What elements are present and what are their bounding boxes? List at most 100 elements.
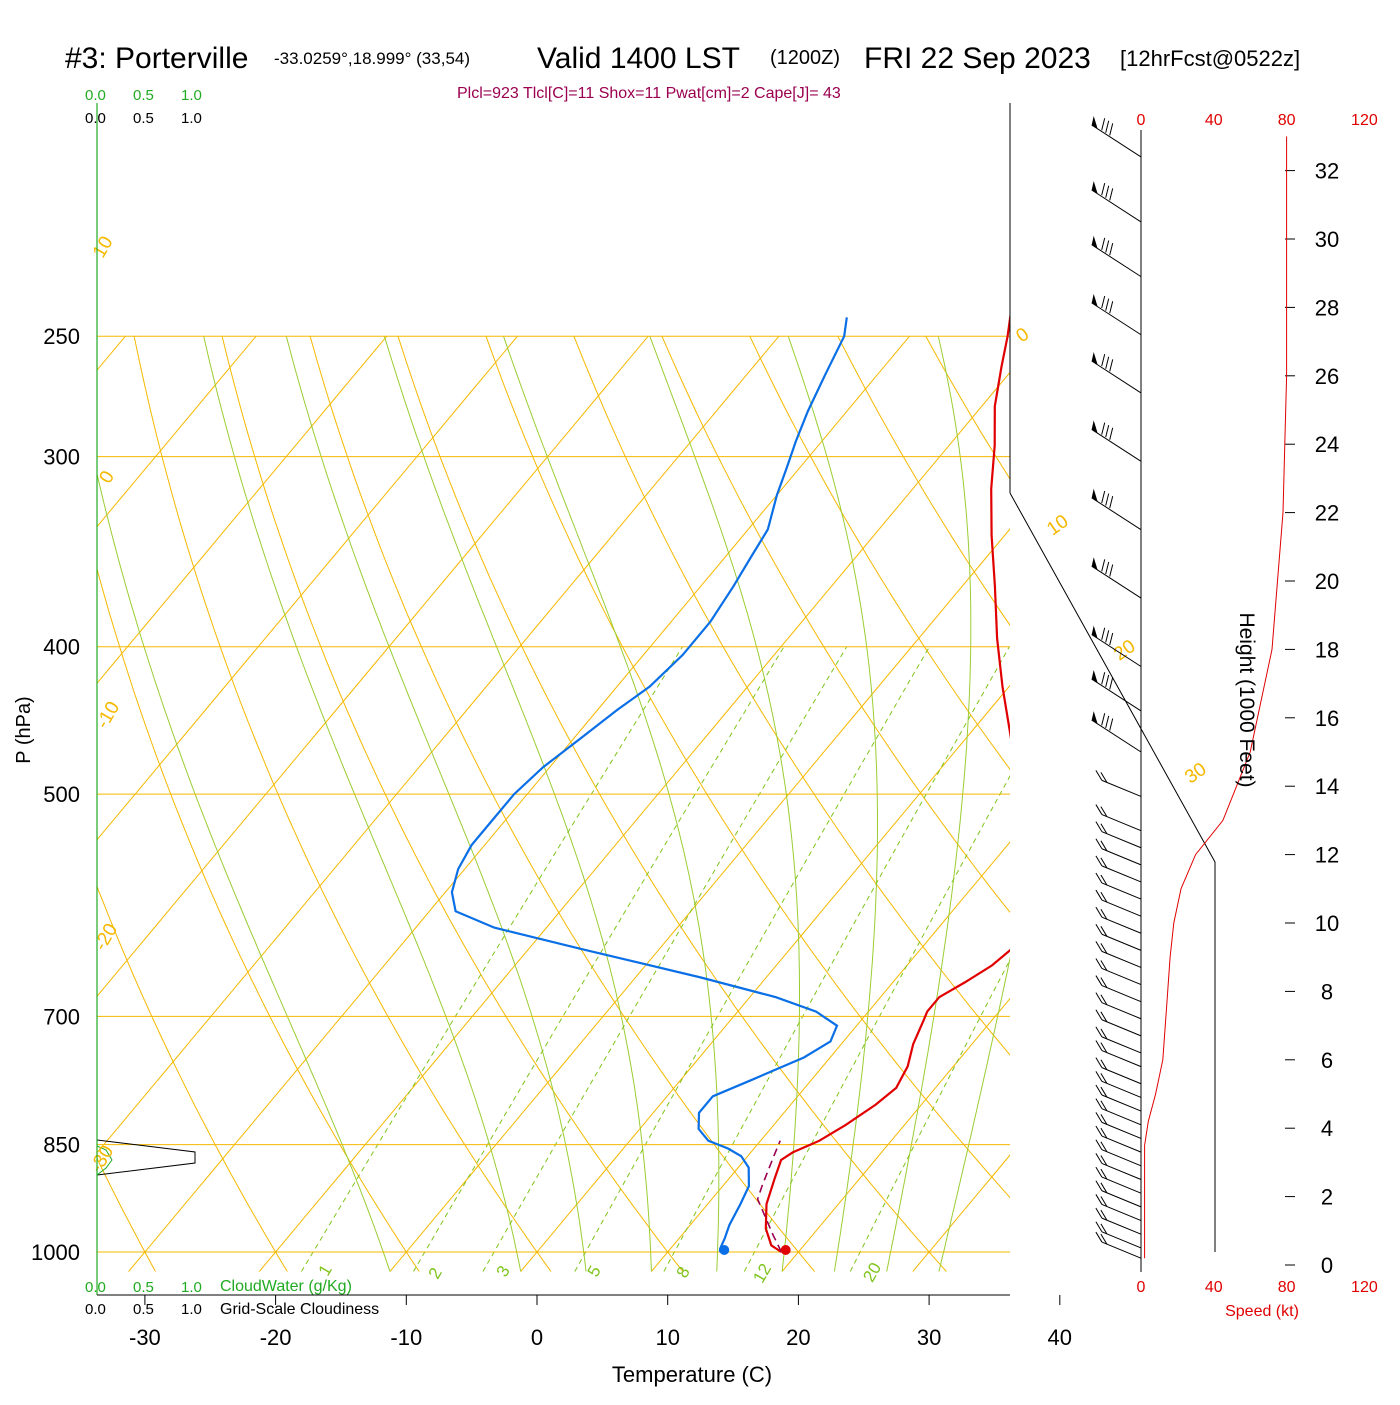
barb-staff bbox=[1102, 815, 1141, 831]
height-tick-label: 6 bbox=[1321, 1048, 1333, 1073]
wind-barb bbox=[1096, 1126, 1141, 1152]
height-tick-label: 2 bbox=[1321, 1185, 1333, 1210]
isobar-lines bbox=[97, 336, 1215, 1252]
barb-feather bbox=[1096, 1112, 1102, 1122]
barb-staff bbox=[1092, 720, 1141, 752]
isotherm-line bbox=[1044, 336, 1400, 1271]
x-tick-label: 10 bbox=[655, 1325, 679, 1350]
isotherm-label: 10 bbox=[89, 233, 118, 262]
cloudiness-tick: 1.0 bbox=[181, 1301, 202, 1318]
wind-barb bbox=[1096, 1027, 1141, 1053]
wind-barb bbox=[1096, 1140, 1141, 1166]
height-tick-label: 20 bbox=[1315, 569, 1339, 594]
barb-staff bbox=[1102, 866, 1141, 882]
x-tick-label: -30 bbox=[129, 1325, 161, 1350]
barb-feather bbox=[1110, 677, 1113, 689]
barb-feather bbox=[1102, 354, 1105, 366]
barb-feather bbox=[1096, 1222, 1102, 1232]
speed-axis-label: Speed (kt) bbox=[1225, 1303, 1299, 1320]
barb-staff bbox=[1102, 849, 1141, 865]
height-tick-label: 16 bbox=[1315, 706, 1339, 731]
wind-barb bbox=[1092, 181, 1141, 222]
barb-feather bbox=[1110, 123, 1113, 135]
barb-feather bbox=[1096, 1085, 1102, 1095]
barb-feather bbox=[1096, 873, 1102, 883]
barb-feather bbox=[1096, 958, 1102, 968]
moist-adiabat-line bbox=[69, 336, 390, 1271]
valid-zulu: (1200Z) bbox=[770, 47, 840, 69]
x-tick-label: 0 bbox=[531, 1325, 543, 1350]
isotherm-label: -20 bbox=[90, 920, 122, 954]
speed-tick-label-bottom: 80 bbox=[1278, 1279, 1296, 1296]
speed-tick-label-top: 0 bbox=[1137, 112, 1146, 129]
wind-barb bbox=[1096, 1153, 1141, 1179]
barb-staff bbox=[1092, 566, 1141, 598]
height-tick-label: 18 bbox=[1315, 637, 1339, 662]
barb-feather bbox=[1102, 713, 1105, 725]
dry-adiabat-line bbox=[750, 336, 1400, 1271]
station-title: #3: Porterville bbox=[65, 42, 248, 75]
height-tick-label: 26 bbox=[1315, 364, 1339, 389]
cloudwater-tick: 0.5 bbox=[133, 1279, 154, 1296]
height-tick-label: 10 bbox=[1315, 911, 1339, 936]
dry-adiabat-line bbox=[486, 336, 1078, 1271]
height-tick-label: 22 bbox=[1315, 501, 1339, 526]
barb-staff bbox=[1102, 1051, 1141, 1067]
barb-feather bbox=[1096, 1071, 1102, 1081]
barb-feather bbox=[1096, 993, 1102, 1003]
barb-feather bbox=[1096, 1126, 1102, 1136]
isotherm-line bbox=[259, 336, 1040, 1271]
barb-feather bbox=[1106, 299, 1109, 311]
mixing-ratio-label: 20 bbox=[859, 1259, 885, 1285]
barb-feather bbox=[1102, 628, 1105, 640]
barb-staff bbox=[1092, 190, 1141, 222]
wind-barb bbox=[1092, 116, 1141, 157]
barb-feather bbox=[1106, 357, 1109, 369]
barb-staff bbox=[1102, 883, 1141, 899]
barb-staff bbox=[1102, 832, 1141, 848]
barb-feather bbox=[1096, 890, 1102, 900]
wind-barb bbox=[1096, 1112, 1141, 1138]
dry-adiabat-line bbox=[398, 336, 946, 1271]
dry-adiabat-line bbox=[1366, 336, 1400, 1271]
cloudiness-label: Grid-Scale Cloudiness bbox=[220, 1301, 379, 1318]
speed-profile-line bbox=[1145, 136, 1287, 1258]
barb-feather bbox=[1096, 976, 1102, 986]
wind-barbs bbox=[1092, 116, 1141, 1258]
mixing-ratio-label: 8 bbox=[673, 1263, 694, 1281]
isotherm-label: 30 bbox=[1181, 759, 1210, 788]
height-tick-label: 24 bbox=[1315, 432, 1339, 457]
barb-feather bbox=[1102, 491, 1105, 503]
height-axis-label: Height (1000 Feet) bbox=[1235, 612, 1258, 787]
wind-barb bbox=[1092, 420, 1141, 461]
isotherm-label: 20 bbox=[1110, 636, 1139, 665]
barb-staff bbox=[1102, 1177, 1141, 1193]
barb-feather bbox=[1110, 428, 1113, 440]
barb-feather bbox=[1096, 1153, 1102, 1163]
barb-feather bbox=[1106, 630, 1109, 642]
forecast-info: [12hrFcst@0522z] bbox=[1120, 46, 1300, 71]
barb-feather bbox=[1096, 839, 1102, 849]
speed-tick-label-bottom: 40 bbox=[1205, 1279, 1223, 1296]
barb-feather bbox=[1110, 243, 1113, 255]
barb-feather bbox=[1096, 1010, 1102, 1020]
barb-feather bbox=[1096, 1232, 1102, 1242]
y-tick-label: 1000 bbox=[31, 1240, 80, 1265]
barb-feather bbox=[1110, 718, 1113, 730]
barb-feather bbox=[1096, 805, 1102, 815]
barb-feather bbox=[1106, 716, 1109, 728]
dry-adiabat-line bbox=[662, 336, 1342, 1271]
barb-feather bbox=[1110, 188, 1113, 200]
y-axis-label: P (hPa) bbox=[13, 696, 35, 763]
moist-adiabat-line bbox=[204, 336, 521, 1271]
isotherm-line bbox=[1174, 336, 1400, 1271]
speed-tick-label-bottom: 120 bbox=[1351, 1279, 1378, 1296]
isotherm-label: 10 bbox=[1043, 511, 1072, 540]
barb-feather bbox=[1096, 1167, 1102, 1177]
isotherm-line bbox=[0, 336, 256, 1271]
y-tick-label: 250 bbox=[43, 324, 80, 349]
barb-staff bbox=[1102, 1095, 1141, 1111]
dry-adiabat-line bbox=[1014, 336, 1400, 1271]
